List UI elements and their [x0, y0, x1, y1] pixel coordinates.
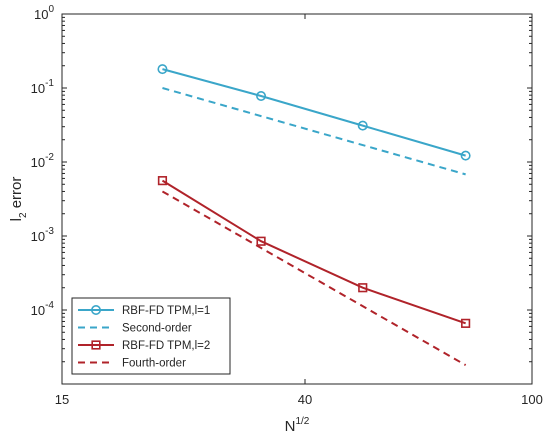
series-3 [161, 190, 467, 366]
y-tick-label: 10-1 [31, 78, 55, 96]
data-point [461, 318, 471, 328]
legend-label-1: Second-order [122, 323, 192, 335]
y-tick-label-exp: -4 [45, 300, 54, 311]
x-tick-label: 100 [521, 392, 543, 407]
x-axis-label: N1/2 [285, 416, 310, 435]
series-1 [162, 87, 466, 176]
series-line-2 [161, 179, 466, 325]
series-line-3 [161, 190, 467, 366]
data-point [157, 176, 168, 186]
y-tick-label: 10-4 [31, 300, 55, 318]
series-line-0 [162, 68, 466, 157]
x-tick-label: 15 [55, 392, 69, 407]
y-tick-label-exp: -1 [45, 78, 54, 89]
y-tick-label: 10-3 [31, 226, 55, 244]
series-0 [157, 64, 471, 161]
data-point [256, 236, 266, 246]
y-tick-label: 10-2 [31, 152, 55, 170]
y-tick-label-exp: -3 [45, 226, 54, 237]
legend-label-3: Fourth-order [122, 358, 186, 370]
y-tick-label-base: 10 [31, 81, 45, 96]
legend-marker-0 [91, 304, 102, 315]
y-tick-label-base: 10 [34, 7, 48, 22]
series-2 [157, 176, 471, 328]
y-tick-label: 100 [34, 4, 54, 22]
legend-label-0: RBF-FD TPM,l=1 [122, 305, 210, 317]
y-tick-label-exp: -2 [45, 152, 54, 163]
y-tick-label-exp: 0 [48, 4, 54, 15]
y-tick-label-base: 10 [31, 229, 45, 244]
axes-box [61, 13, 533, 385]
data-point [256, 90, 267, 101]
data-point [460, 150, 471, 161]
y-axis-label: l2 error [8, 177, 29, 222]
y-tick-label-base: 10 [31, 303, 45, 318]
data-point [157, 64, 168, 75]
x-tick-label: 40 [298, 392, 312, 407]
legend-label-2: RBF-FD TPM,l=2 [122, 340, 210, 352]
y-tick-label-base: 10 [31, 155, 45, 170]
series-layer [157, 64, 471, 366]
legend: RBF-FD TPM,l=1 Second-order RBF-FD TPM,l=2… [71, 297, 231, 375]
data-point [358, 283, 368, 293]
legend-marker-2 [91, 340, 101, 350]
series-line-1 [162, 87, 466, 176]
data-point [357, 120, 368, 131]
